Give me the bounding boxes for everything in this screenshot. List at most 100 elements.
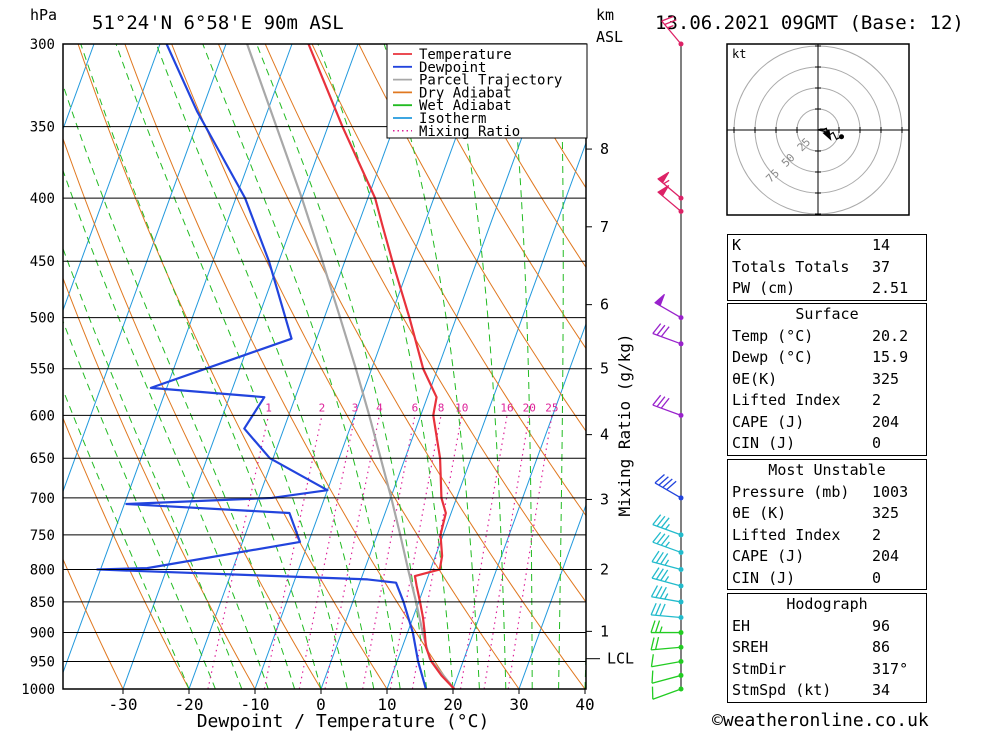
index-row: θE (K) 325	[728, 503, 926, 525]
hodograph-unit-label: kt	[732, 47, 746, 61]
hodograph-table: Hodograph EH 96 SREH 86 StmDir 317° StmSpd (kt…	[727, 593, 927, 703]
index-label: SREH	[732, 638, 769, 656]
isotherm-line	[63, 44, 161, 312]
pressure-tick-label: 350	[30, 120, 55, 136]
km-tick-label: 3	[600, 490, 609, 508]
index-value: 14	[872, 236, 891, 254]
hodograph-table-title: Hodograph	[786, 595, 868, 613]
wet-adiabat-line	[202, 44, 401, 689]
temperature-line	[307, 44, 456, 689]
index-row: CIN (J) 0	[728, 433, 926, 455]
wind-barb	[650, 654, 684, 668]
x-tick-label: -30	[109, 695, 138, 714]
dry-adiabat-line	[217, 44, 586, 689]
index-label: CAPE (J)	[732, 412, 805, 431]
index-row: CIN (J) 0	[728, 568, 926, 590]
x-axis-label: Dewpoint / Temperature (°C)	[197, 711, 490, 732]
index-value: 2	[872, 391, 882, 409]
index-row: Lifted Index 2	[728, 390, 926, 412]
index-row: CAPE (J) 204	[728, 412, 926, 434]
dry-adiabat-line	[920, 44, 1000, 689]
wet-adiabat-line	[63, 169, 269, 689]
dry-adiabat-line	[63, 137, 322, 689]
dry-adiabat-line	[967, 44, 1000, 689]
x-tick-label: 10	[377, 695, 396, 714]
copyright-footer[interactable]: ©weatheronline.co.uk	[712, 710, 929, 731]
wind-barb	[654, 474, 684, 501]
pressure-tick-label: 1000	[21, 682, 55, 698]
index-row: Pressure (mb) 1003	[728, 482, 926, 504]
index-label: CAPE (J)	[732, 547, 805, 565]
index-label: θE(K)	[732, 369, 778, 388]
x-tick-label: 40	[575, 695, 594, 714]
wind-barb	[651, 567, 684, 589]
wind-barb	[651, 670, 684, 684]
mixing-ratio-label: 3	[352, 401, 359, 414]
pressure-tick-label: 650	[30, 451, 55, 467]
wind-barb	[651, 550, 684, 572]
index-value: 20.2	[872, 326, 909, 345]
dry-adiabat-line	[63, 416, 190, 689]
index-value: 317°	[872, 659, 909, 678]
index-value: 325	[872, 504, 900, 522]
most-unstable-title: Most Unstable	[768, 461, 886, 479]
hodograph-end-dot	[839, 134, 845, 140]
pressure-tick-label: 950	[30, 655, 55, 671]
mixing-ratio-label: 16	[500, 401, 513, 414]
pressure-tick-label: 850	[30, 595, 55, 611]
asl-unit-label: ASL	[596, 28, 624, 46]
index-row: Totals Totals 37	[728, 257, 926, 279]
datetime-title: 13.06.2021 09GMT (Base: 12)	[655, 12, 964, 34]
most-unstable-table: Most Unstable Pressure (mb) 1003 θE (K) 325…	[727, 459, 927, 590]
index-row: CAPE (J) 204	[728, 546, 926, 568]
km-tick-label: 7	[600, 218, 609, 236]
legend-label: Wet Adiabat	[419, 98, 512, 114]
index-value: 325	[872, 369, 900, 388]
isotherm-line	[188, 44, 425, 689]
index-value: 15.9	[872, 348, 909, 366]
wind-barb	[652, 394, 684, 418]
index-row: Lifted Index 2	[728, 525, 926, 547]
index-value: 204	[872, 547, 900, 565]
isotherm-line	[0, 44, 28, 689]
index-label: Lifted Index	[732, 391, 841, 409]
wet-adiabat-line	[317, 44, 454, 689]
wind-barb	[657, 185, 684, 214]
wind-barb	[661, 15, 684, 47]
mixing-ratio-label: 10	[455, 401, 468, 414]
index-row: StmDir 317°	[728, 659, 926, 681]
index-label: Dewp (°C)	[732, 348, 814, 366]
index-label: StmSpd (kt)	[732, 681, 832, 699]
pressure-tick-label: 750	[30, 528, 55, 544]
km-unit-label: km	[596, 6, 615, 24]
mixing-ratio-label: 4	[376, 401, 383, 414]
dry-adiabat-line	[451, 44, 586, 269]
index-label: Pressure (mb)	[732, 482, 850, 501]
index-row: EH 96	[728, 616, 926, 638]
wind-barb	[652, 323, 684, 347]
wind-barb	[654, 293, 684, 321]
storm-motion-arrow	[822, 129, 832, 141]
mixing-ratio-label: 2	[319, 401, 326, 414]
wet-adiabat-line	[63, 388, 190, 689]
index-row: Temp (°C) 20.2	[728, 326, 926, 348]
index-value: 204	[872, 412, 900, 431]
wet-adiabat-line	[80, 44, 322, 689]
legend-label: Mixing Ratio	[419, 124, 520, 140]
legend-label: Parcel Trajectory	[419, 73, 562, 89]
index-label: StmDir	[732, 659, 787, 678]
pressure-tick-label: 450	[30, 254, 55, 270]
mixing-ratio-axis-label: Mixing Ratio (g/kg)	[615, 333, 634, 516]
km-tick-label: 4	[600, 426, 609, 444]
wet-adiabat-line	[155, 44, 375, 689]
index-row: StmSpd (kt) 34	[728, 680, 926, 702]
wet-adiabat-line	[63, 83, 296, 689]
mixing-ratio-label: 8	[438, 401, 445, 414]
x-tick-label: -20	[175, 695, 204, 714]
index-label: Temp (°C)	[732, 326, 814, 345]
index-label: CIN (J)	[732, 434, 796, 452]
pressure-unit-label: hPa	[30, 6, 58, 24]
